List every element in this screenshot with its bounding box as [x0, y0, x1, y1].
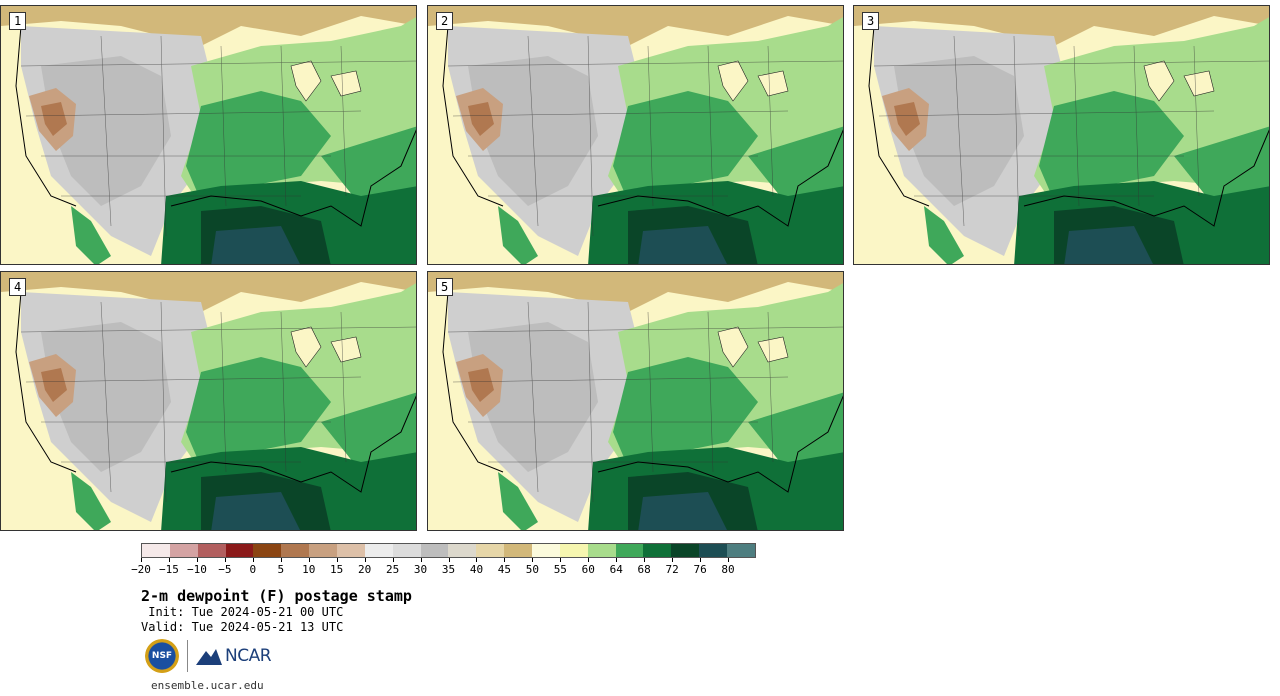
dewpoint-map-5 — [428, 272, 843, 530]
site-url: ensemble.ucar.edu — [151, 679, 264, 692]
colorbar-tick-label: 35 — [441, 563, 456, 576]
colorbar-swatch — [727, 544, 755, 557]
colorbar-tick — [224, 558, 226, 562]
colorbar-tick — [644, 558, 646, 562]
colorbar-tick — [280, 558, 282, 562]
colorbar-tick-label: 10 — [302, 563, 316, 576]
panel-number-label: 2 — [436, 12, 454, 30]
colorbar-swatch — [392, 544, 421, 557]
logos: NSF NCAR — [145, 638, 272, 674]
colorbar-swatch — [587, 544, 616, 557]
colorbar-tick-label: 68 — [637, 563, 651, 576]
colorbar-swatch — [169, 544, 198, 557]
colorbar — [141, 543, 756, 558]
colorbar-swatch — [643, 544, 672, 557]
dewpoint-map-2 — [428, 6, 843, 264]
colorbar-swatch — [448, 544, 477, 557]
postage-stamp-panel-3: 3 — [853, 5, 1270, 265]
postage-stamp-panel-2: 2 — [427, 5, 844, 265]
colorbar-tick-label: −10 — [186, 563, 207, 576]
page-title: 2-m dewpoint (F) postage stamp — [141, 587, 412, 605]
colorbar-tick-label: 80 — [721, 563, 735, 576]
colorbar-tick-label: 72 — [665, 563, 679, 576]
postage-stamp-panel-1: 1 — [0, 5, 417, 265]
colorbar-ticks: −20 −15 −10 −5 0 5 10 15 20 25 30 35 40 45 50 55 60 64 68 7… — [131, 558, 756, 578]
colorbar-tick — [728, 558, 730, 562]
ncar-logo: NCAR — [196, 646, 272, 666]
colorbar-tick — [336, 558, 338, 562]
postage-stamp-panel-4: 4 — [0, 271, 417, 531]
nsf-logo-text: NSF — [151, 651, 173, 661]
colorbar-swatch — [309, 544, 338, 557]
colorbar-swatch — [504, 544, 533, 557]
panel-number-label: 4 — [9, 278, 27, 296]
nsf-logo: NSF — [145, 639, 179, 673]
valid-time: Valid: Tue 2024-05-21 13 UTC — [141, 620, 344, 634]
panel-number-label: 5 — [436, 278, 454, 296]
colorbar-tick-label: 0 — [249, 563, 257, 576]
colorbar-swatch — [197, 544, 226, 557]
postage-stamp-panel-5: 5 — [427, 271, 844, 531]
panel-number-label: 1 — [9, 12, 27, 30]
colorbar-tick-label: 50 — [525, 563, 539, 576]
colorbar-tick-label: 76 — [693, 563, 707, 576]
colorbar-swatch — [559, 544, 588, 557]
colorbar-tick — [476, 558, 478, 562]
colorbar-tick — [588, 558, 590, 562]
logo-divider — [187, 640, 188, 672]
colorbar-tick-label: 64 — [609, 563, 623, 576]
colorbar-tick-label: −20 — [131, 563, 151, 576]
colorbar-tick — [532, 558, 534, 562]
colorbar-tick — [420, 558, 422, 562]
colorbar-swatch — [615, 544, 644, 557]
colorbar-tick — [672, 558, 674, 562]
colorbar-tick-label: 45 — [497, 563, 512, 576]
ncar-mountain-icon — [196, 649, 222, 665]
colorbar-tick-label: 15 — [330, 563, 344, 576]
colorbar-swatch — [476, 544, 505, 557]
colorbar-tick — [616, 558, 618, 562]
colorbar-tick — [364, 558, 366, 562]
colorbar-tick-label: 55 — [553, 563, 567, 576]
colorbar-tick-label: 5 — [277, 563, 285, 576]
colorbar-tick — [700, 558, 702, 562]
colorbar-swatch — [699, 544, 728, 557]
dewpoint-map-3 — [854, 6, 1269, 264]
colorbar-swatch — [253, 544, 282, 557]
colorbar-tick — [196, 558, 198, 562]
panel-number-label: 3 — [862, 12, 880, 30]
colorbar-tick-label: −15 — [159, 563, 179, 576]
colorbar-swatch — [337, 544, 365, 557]
ncar-logo-text: NCAR — [225, 646, 272, 666]
colorbar-tick — [392, 558, 394, 562]
colorbar-swatch — [364, 544, 393, 557]
colorbar-swatch — [142, 544, 170, 557]
colorbar-swatch — [281, 544, 310, 557]
colorbar-tick-label: 25 — [385, 563, 400, 576]
colorbar-tick — [308, 558, 310, 562]
dewpoint-map-1 — [1, 6, 416, 264]
dewpoint-map-4 — [1, 272, 416, 530]
colorbar-tick — [252, 558, 254, 562]
colorbar-tick — [168, 558, 170, 562]
colorbar-tick — [141, 558, 142, 562]
colorbar-swatch — [420, 544, 449, 557]
colorbar-tick-label: 30 — [413, 563, 428, 576]
colorbar-swatch — [225, 544, 254, 557]
colorbar-swatch — [671, 544, 700, 557]
colorbar-tick-label: −5 — [218, 563, 232, 576]
colorbar-tick-label: 60 — [581, 563, 595, 576]
colorbar-tick — [448, 558, 450, 562]
colorbar-swatch — [532, 544, 560, 557]
init-time: Init: Tue 2024-05-21 00 UTC — [141, 605, 344, 619]
colorbar-tick — [560, 558, 562, 562]
colorbar-tick — [504, 558, 506, 562]
colorbar-tick-label: 20 — [358, 563, 372, 576]
colorbar-tick-label: 40 — [469, 563, 484, 576]
